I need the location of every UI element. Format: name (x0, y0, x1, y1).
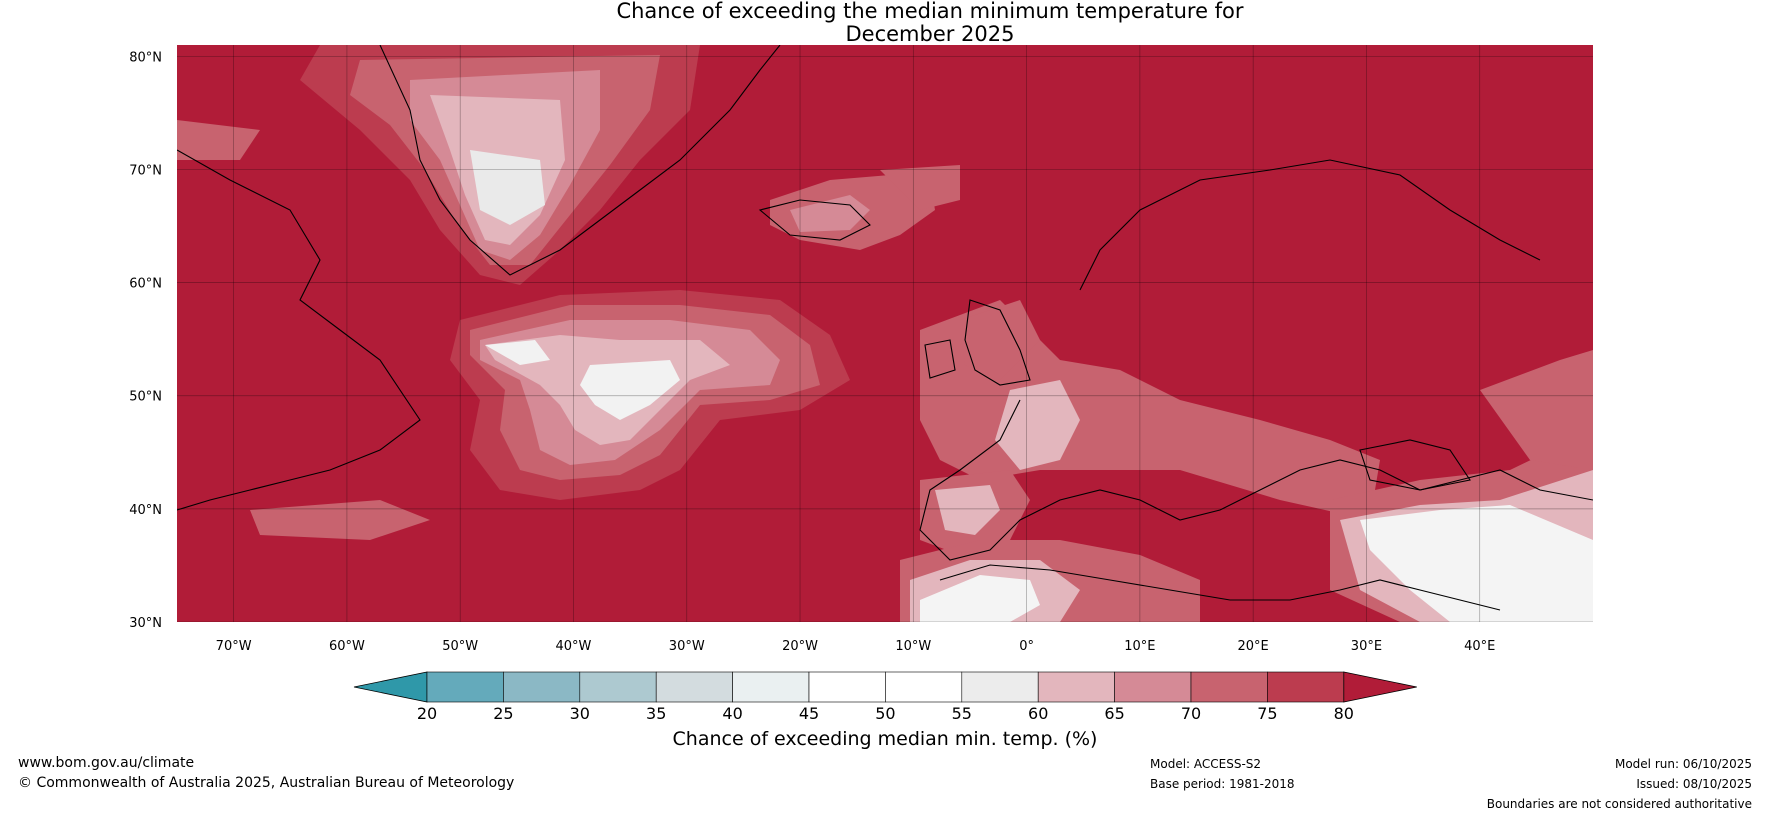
colorbar-segment (808, 671, 886, 703)
lon-tick-label: 10°W (895, 639, 931, 654)
lon-tick-label: 30°E (1351, 639, 1382, 654)
labrador-70-band (177, 120, 260, 160)
west-atlantic-70-band (250, 500, 430, 540)
north-africa-50-band (920, 575, 1040, 622)
europe-coast (919, 399, 1593, 561)
colorbar-segment (503, 671, 581, 703)
russia-70-band (1480, 350, 1593, 470)
colorbar-segment (1190, 671, 1268, 703)
chart-title: Chance of exceeding the median minimum t… (0, 0, 1770, 46)
footer-model: Model: ACCESS-S2 (1150, 757, 1262, 771)
graticule (177, 45, 1593, 622)
colorbar-segment (426, 671, 504, 703)
lat-tick-label: 80°N (129, 50, 162, 65)
footer-copyright: © Commonwealth of Australia 2025, Austra… (18, 775, 515, 791)
colorbar-tick-label: 80 (1334, 704, 1354, 723)
lon-tick-label: 20°E (1238, 639, 1269, 654)
title-line-2: December 2025 (845, 22, 1015, 46)
uk-coast (964, 299, 1031, 386)
ireland-coast (924, 339, 956, 379)
footer-website: www.bom.gov.au/climate (18, 755, 195, 771)
scandinavia-coast (1079, 159, 1541, 291)
map-area (177, 45, 1593, 622)
footer-model-run: Model run: 06/10/2025 (1614, 757, 1752, 771)
footer-issued: Issued: 08/10/2025 (1636, 777, 1752, 791)
probability-contours (177, 45, 1593, 622)
colorbar-tick-label: 25 (493, 704, 513, 723)
colorbar-tick-label: 30 (570, 704, 590, 723)
lat-tick-label: 70°N (129, 163, 162, 178)
lon-tick-label: 50°W (442, 639, 478, 654)
colorbar-tick-label: 40 (722, 704, 742, 723)
lat-tick-label: 40°N (129, 503, 162, 518)
lon-tick-label: 40°W (556, 639, 592, 654)
longitude-labels: 70°W 60°W 50°W 40°W 30°W 20°W 10°W 0° 10°E 20°E 30… (216, 639, 1496, 654)
greenland-coast (379, 45, 781, 276)
lon-tick-label: 40°E (1464, 639, 1495, 654)
coastlines (177, 45, 1593, 611)
colorbar-segment (732, 671, 810, 703)
colorbar-extend-low (353, 671, 428, 703)
latitude-labels: 80°N 70°N 60°N 50°N 40°N 30°N (129, 50, 162, 631)
europe-60-band (995, 380, 1080, 470)
colorbar-tick-label: 60 (1028, 704, 1048, 723)
colorbar-tick-label: 70 (1181, 704, 1201, 723)
footer-base-period: Base period: 1981-2018 (1150, 777, 1295, 791)
iceland-60-band (790, 195, 870, 232)
north-america-coast (177, 149, 421, 511)
greenland-50-band (470, 150, 545, 225)
mediterranean-coast (939, 564, 1501, 611)
colorbar-segment (961, 671, 1039, 703)
colorbar: 20 25 30 35 40 45 50 55 60 65 70 75 80 (353, 671, 1417, 723)
colorbar-segment (885, 671, 963, 703)
colorbar-title: Chance of exceeding median min. temp. (%… (672, 728, 1098, 750)
norwegian-sea-70-band (880, 165, 960, 210)
colorbar-segment (1114, 671, 1192, 703)
colorbar-tick-label: 45 (799, 704, 819, 723)
lon-tick-label: 20°W (782, 639, 818, 654)
colorbar-tick-label: 55 (952, 704, 972, 723)
colorbar-segment (655, 671, 733, 703)
uk-70-band (960, 300, 1040, 380)
lon-tick-label: 10°E (1124, 639, 1155, 654)
colorbar-tick-label: 65 (1104, 704, 1124, 723)
lon-tick-label: 60°W (329, 639, 365, 654)
lon-tick-label: 70°W (216, 639, 252, 654)
atlantic-50-band (485, 340, 680, 420)
colorbar-tick-label: 20 (417, 704, 437, 723)
lon-tick-label: 0° (1019, 639, 1034, 654)
black-sea-coast (1359, 439, 1471, 491)
lon-tick-label: 30°W (669, 639, 705, 654)
iceland-coast (758, 199, 871, 241)
colorbar-segment (1037, 671, 1115, 703)
footer-disclaimer: Boundaries are not considered authoritat… (1486, 797, 1752, 811)
title-line-1: Chance of exceeding the median minimum t… (616, 0, 1244, 23)
middle-east-50-band (1360, 505, 1593, 622)
lat-tick-label: 30°N (129, 616, 162, 631)
colorbar-segment (1267, 671, 1345, 703)
colorbar-segment (579, 671, 657, 703)
colorbar-extend-high (1343, 671, 1417, 703)
colorbar-tick-label: 35 (646, 704, 666, 723)
lat-tick-label: 50°N (129, 390, 162, 405)
iberia-60-band (935, 485, 1000, 535)
colorbar-tick-label: 50 (875, 704, 895, 723)
colorbar-tick-label: 75 (1257, 704, 1277, 723)
lat-tick-label: 60°N (129, 277, 162, 292)
